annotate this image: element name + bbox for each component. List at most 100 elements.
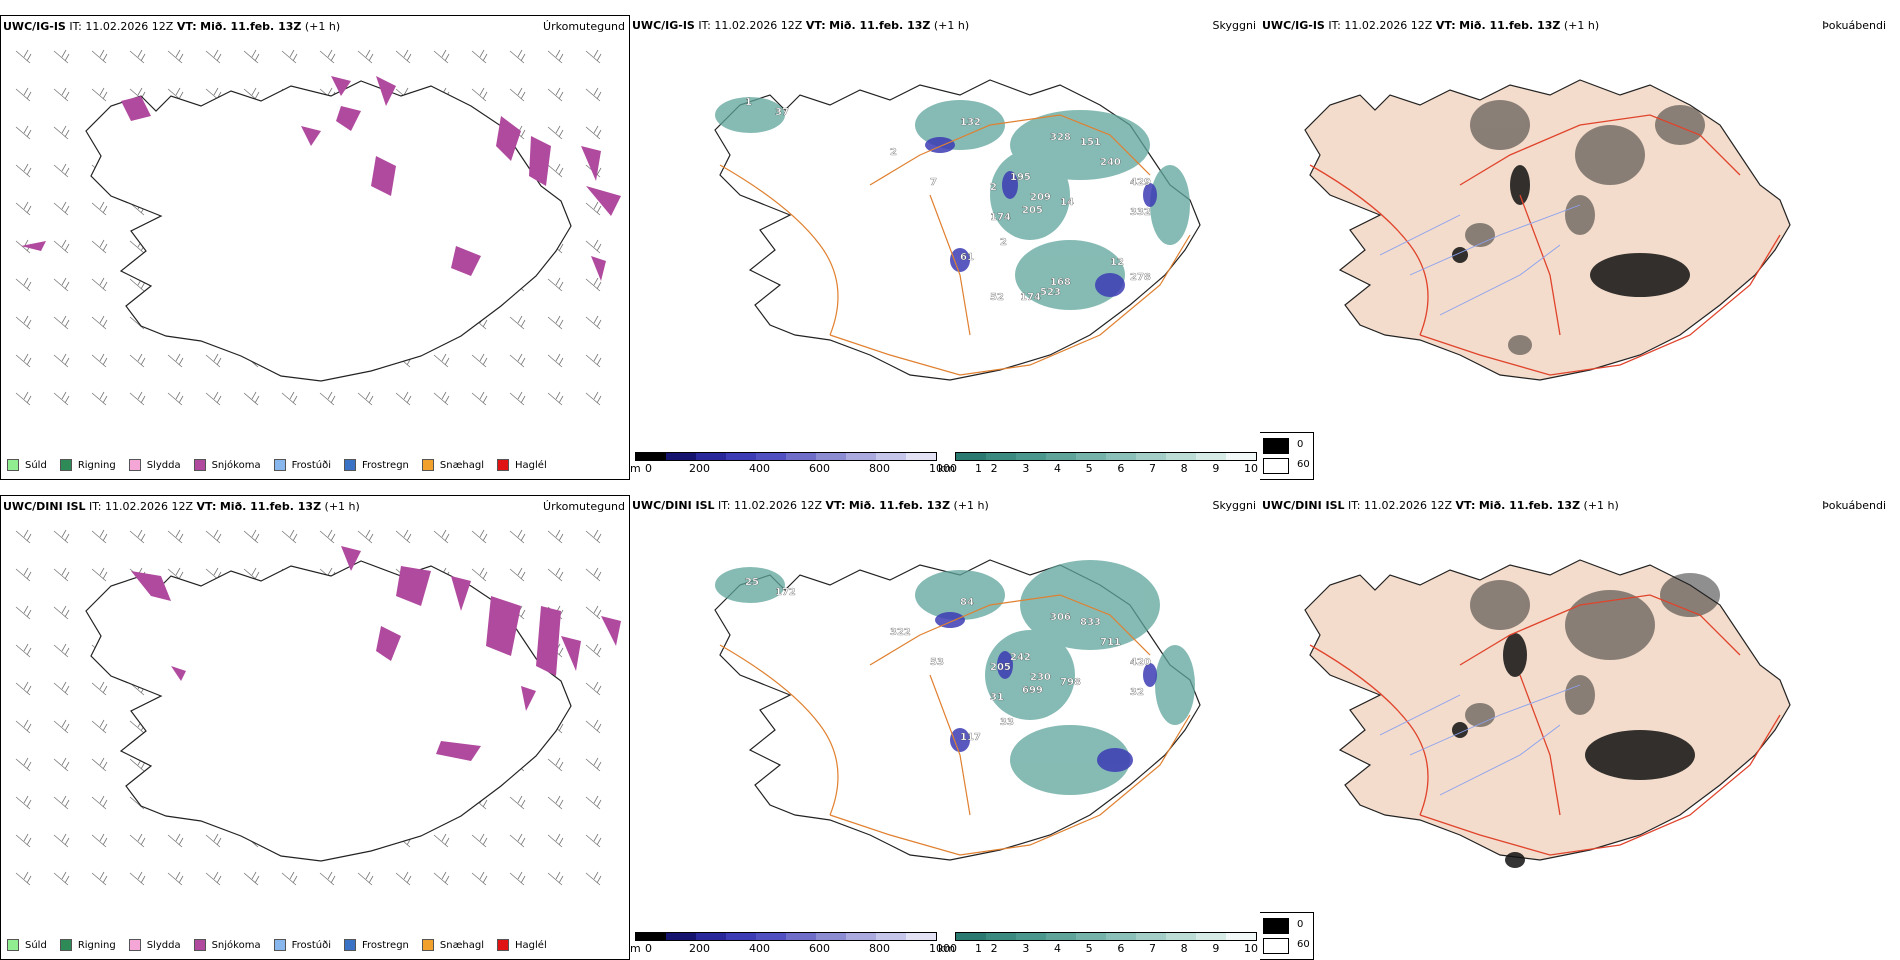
precip-map — [15, 49, 621, 406]
colorbar-tick: 5 — [1085, 942, 1093, 955]
colorbar-tick: 3 — [1022, 942, 1030, 955]
colorbar-segment — [1076, 933, 1106, 940]
wind-barb — [15, 871, 32, 886]
cloud-height-label: 33 — [1000, 717, 1014, 728]
colorbar-segment — [636, 933, 666, 940]
wind-barb — [509, 795, 526, 810]
fog-legend: 0 60 — [1260, 432, 1314, 480]
legend-item: Súld — [7, 459, 47, 471]
colorbar-tick: 7 — [1149, 942, 1156, 955]
colorbar-segment — [956, 933, 986, 940]
wind-barb — [509, 529, 526, 544]
legend-item: Frostúði — [273, 939, 331, 951]
wind-barb — [129, 529, 146, 544]
legend-item: Rigning — [59, 459, 116, 471]
wind-barb — [53, 353, 70, 368]
wind-barb — [509, 87, 526, 102]
colorbar-tick: 1 — [975, 942, 982, 955]
cloud-height-label: 429 — [1130, 177, 1151, 188]
colorbar-segment — [756, 453, 786, 460]
colorbar-tick: 3 — [1022, 462, 1030, 475]
wind-barb — [585, 125, 602, 140]
fog-legend-swatch-60 — [1263, 938, 1289, 954]
fog-legend-swatch-0 — [1263, 438, 1289, 454]
legend-label: Haglél — [515, 459, 547, 471]
legend-item: Rigning — [59, 939, 116, 951]
wind-barb — [547, 277, 564, 292]
legend-swatch — [344, 459, 356, 471]
wind-barb — [15, 681, 32, 696]
wind-barb — [509, 315, 526, 330]
wind-barb — [585, 277, 602, 292]
colorbar-segment — [1016, 453, 1046, 460]
cloud-height-label: 240 — [1100, 157, 1121, 168]
colorbar-segment — [636, 453, 666, 460]
cloud-base-colorbar — [635, 932, 937, 941]
legend-item: Frostúði — [273, 459, 331, 471]
colorbar-segment — [1136, 933, 1166, 940]
wind-barb — [357, 871, 374, 886]
wind-barb — [585, 529, 602, 544]
legend-label: Frostregn — [362, 939, 409, 951]
legend-item: Slydda — [128, 459, 181, 471]
cloud-scalebar: m 0 200 400 600 800 1000 km 1 2 3 4 5 6 7 8 9 10 — [630, 452, 1260, 480]
wind-barb — [243, 49, 260, 64]
wind-barb — [509, 49, 526, 64]
wind-barb — [15, 49, 32, 64]
colorbar-segment — [816, 933, 846, 940]
wind-barb — [15, 795, 32, 810]
colorbar-tick: 400 — [749, 942, 770, 955]
wind-barb — [15, 757, 32, 772]
cloud-map: 1 37 2 132 328 151 240 7 2 195 209 429 205 14 174 332 2 6… — [714, 79, 1201, 381]
wind-barb — [15, 87, 32, 102]
wind-barb — [471, 49, 488, 64]
legend-swatch — [344, 939, 356, 951]
colorbar-segment — [1016, 933, 1046, 940]
wind-barb — [585, 567, 602, 582]
cloud-height-label: 230 — [1030, 672, 1051, 683]
wind-barb — [53, 529, 70, 544]
colorbar-tick: 0 — [645, 462, 652, 475]
legend-label: Frostregn — [362, 459, 409, 471]
wind-barb — [53, 719, 70, 734]
wind-barb — [471, 353, 488, 368]
cloud-height-label: 172 — [775, 587, 796, 598]
wind-barb — [205, 391, 222, 406]
colorbar-segment — [956, 453, 986, 460]
wind-barb — [15, 201, 32, 216]
colorbar-segment — [1196, 453, 1226, 460]
colorbar-segment — [1046, 933, 1076, 940]
panel-title: UWC/DINI ISL IT: 11.02.2026 12Z VT: Mið.… — [632, 499, 989, 512]
legend-item: Haglél — [497, 459, 547, 471]
wind-barb — [433, 49, 450, 64]
legend-label: Súld — [25, 939, 47, 951]
wind-barb — [15, 353, 32, 368]
cloud-height-label: 32 — [1130, 687, 1144, 698]
colorbar-tick: 6 — [1117, 942, 1125, 955]
wind-barb — [91, 49, 108, 64]
wind-barb — [91, 833, 108, 848]
cloud-height-label: 332 — [1130, 207, 1151, 218]
wind-barb — [91, 201, 108, 216]
wind-barb — [281, 871, 298, 886]
legend-label: Slydda — [146, 459, 181, 471]
wind-barb — [547, 529, 564, 544]
wind-barb — [585, 643, 602, 658]
wind-barb — [53, 315, 70, 330]
fog-map — [1304, 79, 1791, 381]
colorbar-tick: 9 — [1212, 942, 1220, 955]
wind-barb — [547, 49, 564, 64]
wind-barb — [15, 277, 32, 292]
wind-barb — [357, 529, 374, 544]
legend-swatch — [193, 459, 206, 471]
visibility-unit: km — [938, 942, 956, 955]
wind-barb — [281, 391, 298, 406]
wind-barb — [547, 125, 564, 140]
wind-barb — [53, 605, 70, 620]
wind-barb — [585, 681, 602, 696]
colorbar-segment — [1106, 933, 1136, 940]
colorbar-tick: 200 — [689, 942, 710, 955]
cloud-height-label: 168 — [1050, 277, 1071, 288]
cloud-height-label: 14 — [1060, 197, 1074, 208]
